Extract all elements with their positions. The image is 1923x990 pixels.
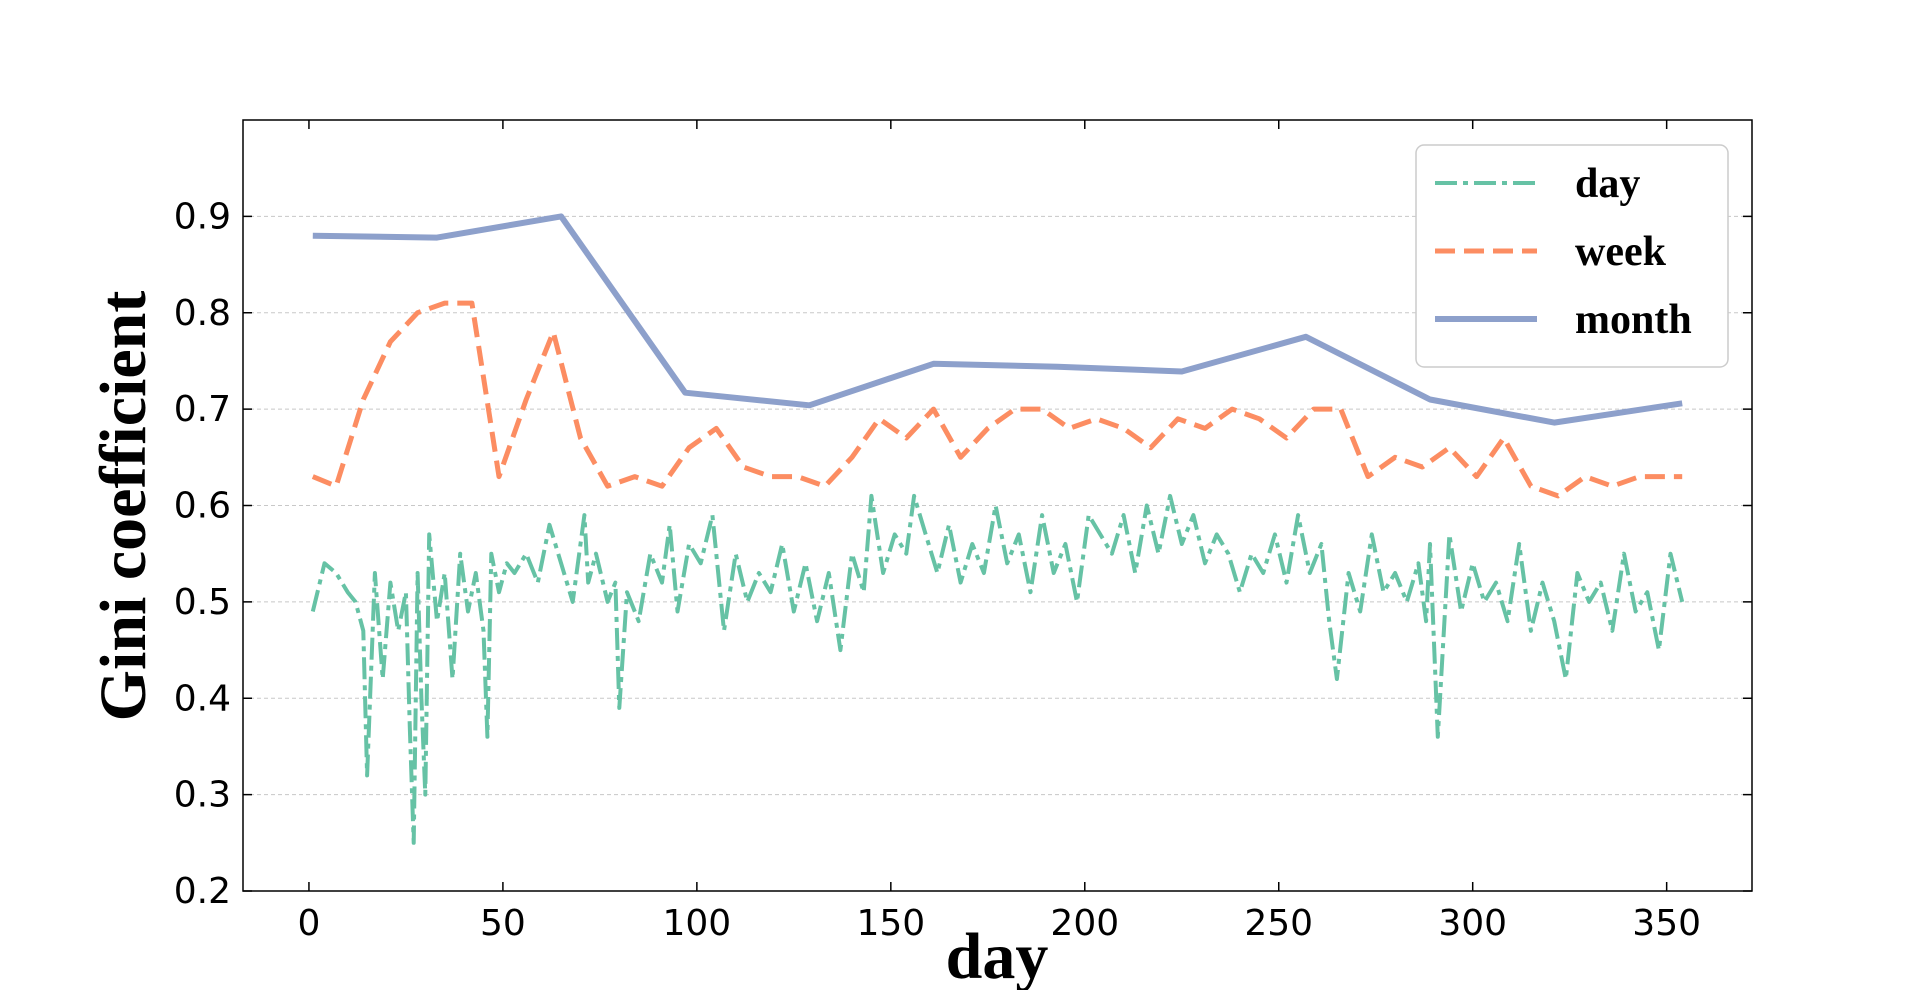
legend: day week month bbox=[1415, 144, 1729, 368]
y-tick-label: 0.3 bbox=[174, 775, 231, 816]
y-tick-label: 0.5 bbox=[174, 582, 231, 623]
series-line-week bbox=[311, 300, 1683, 499]
y-tick-label: 0.6 bbox=[174, 486, 231, 527]
legend-label-month: month bbox=[1575, 297, 1692, 343]
x-tick-label: 0 bbox=[297, 903, 320, 944]
x-tick-label: 250 bbox=[1244, 903, 1313, 944]
legend-box bbox=[1415, 144, 1729, 368]
y-tick-label: 0.4 bbox=[174, 678, 231, 719]
y-tick-label: 0.7 bbox=[174, 389, 231, 430]
legend-label-day: day bbox=[1575, 161, 1640, 207]
x-tick-label: 150 bbox=[856, 903, 925, 944]
x-tick-label: 200 bbox=[1050, 903, 1119, 944]
y-tick-label: 0.9 bbox=[174, 196, 231, 237]
series-line-day bbox=[310, 493, 1685, 845]
x-tick-label: 300 bbox=[1438, 903, 1507, 944]
series-layer bbox=[310, 213, 1685, 845]
y-tick-label: 0.8 bbox=[174, 293, 231, 334]
axis-ticks: 0.2 0.3 0.4 0.5 0.6 0.7 0.8 0.9 0 50 100 150 200 250 3… bbox=[174, 120, 1752, 944]
x-tick-label: 50 bbox=[480, 903, 526, 944]
legend-label-week: week bbox=[1575, 229, 1667, 275]
x-tick-label: 100 bbox=[663, 903, 732, 944]
y-axis-title: Gini coefficient bbox=[87, 291, 160, 722]
x-axis-title: day bbox=[946, 920, 1049, 990]
y-tick-label: 0.2 bbox=[174, 871, 231, 912]
x-tick-label: 350 bbox=[1632, 903, 1701, 944]
series-line-month bbox=[312, 213, 1683, 426]
